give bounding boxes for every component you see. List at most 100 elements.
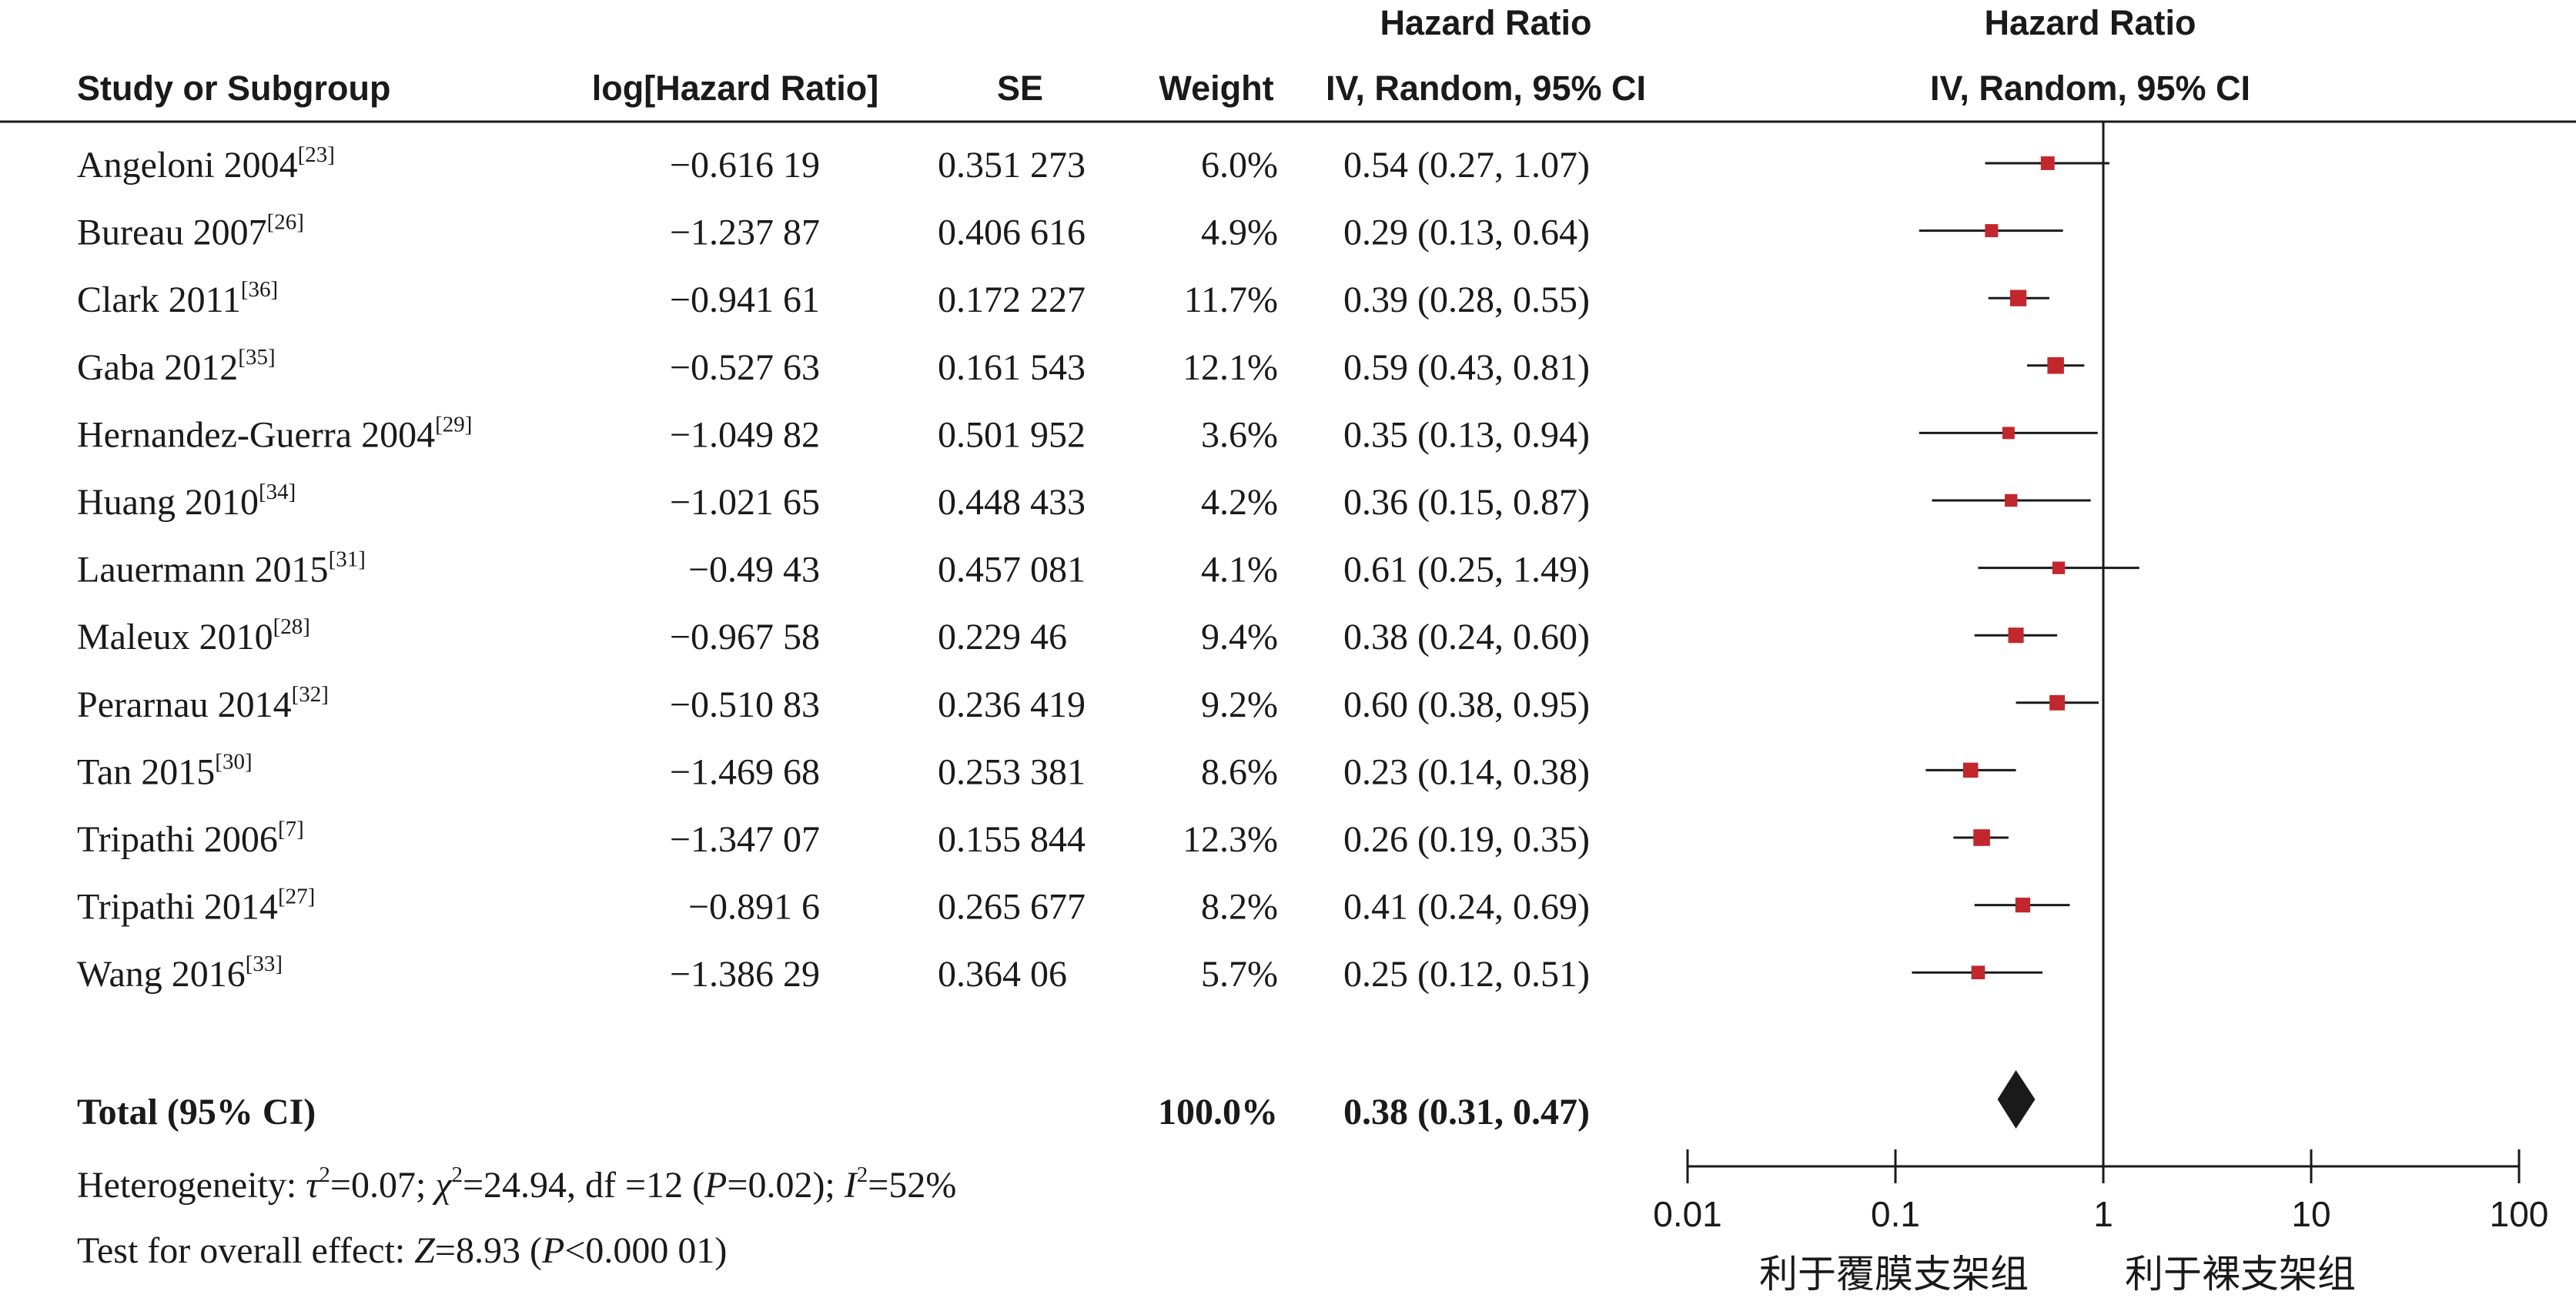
hr-column-title: Hazard Ratio [1380, 3, 1591, 42]
x-tick-label: 100 [2490, 1194, 2549, 1234]
study-loghr: −1.469 68 [670, 751, 820, 792]
study-ci-text: 0.41 (0.24, 0.69) [1343, 887, 1590, 928]
study-se: 0.406 616 [938, 212, 1086, 253]
point-estimate-marker [2002, 427, 2015, 440]
point-estimate-marker [2009, 289, 2027, 306]
point-estimate-marker [1971, 965, 1986, 979]
study-ref: [33] [246, 952, 283, 976]
study-weight: 6.0% [1201, 145, 1278, 186]
study-weight: 12.3% [1183, 819, 1278, 860]
point-estimate-marker [2008, 627, 2024, 644]
study-ci-text: 0.39 (0.28, 0.55) [1343, 279, 1590, 320]
study-ref: [34] [259, 480, 296, 504]
x-axis: 0.01 0.1 1 10 100 [1653, 122, 2548, 1234]
study-ref: [7] [278, 817, 304, 841]
study-loghr: −0.49 43 [688, 550, 820, 590]
point-estimate-marker [2005, 493, 2018, 507]
study-se: 0.236 419 [938, 684, 1086, 725]
study-loghr: −1.386 29 [670, 954, 820, 995]
study-loghr: −1.021 65 [670, 482, 820, 523]
study-ci-text: 0.36 (0.15, 0.87) [1343, 482, 1590, 523]
study-weight: 5.7% [1201, 954, 1278, 995]
plot-marks [1912, 156, 2139, 1129]
point-estimate-marker [2052, 561, 2066, 574]
heterogeneity-text: Heterogeneity: τ2=0.07; χ2=24.94, df =12… [77, 1163, 956, 1206]
study-weight: 11.7% [1184, 279, 1278, 320]
study-se: 0.155 844 [938, 819, 1086, 860]
study-weight: 8.2% [1201, 887, 1278, 928]
study-ref: [32] [292, 682, 329, 707]
study-weight: 9.2% [1201, 684, 1278, 725]
study-loghr: −0.891 6 [688, 887, 820, 928]
study-se: 0.351 273 [938, 145, 1086, 186]
study-loghr: −1.237 87 [670, 212, 820, 253]
total-ci-text: 0.38 (0.31, 0.47) [1343, 1092, 1590, 1132]
x-tick-label: 0.1 [1871, 1194, 1920, 1234]
study-name: Maleux 2010[28] [77, 614, 310, 657]
study-ref: [35] [238, 345, 275, 370]
point-estimate-marker [2049, 694, 2066, 711]
study-ci-text: 0.23 (0.14, 0.38) [1343, 751, 1590, 792]
study-ci-text: 0.26 (0.19, 0.35) [1343, 819, 1590, 860]
study-ci-text: 0.35 (0.13, 0.94) [1343, 414, 1590, 455]
study-se: 0.161 543 [938, 347, 1086, 388]
study-se: 0.457 081 [938, 550, 1086, 590]
study-ref: [26] [267, 210, 304, 235]
study-ref: [27] [278, 885, 315, 909]
study-loghr: −0.510 83 [670, 684, 820, 725]
study-ci-text: 0.60 (0.38, 0.95) [1343, 684, 1590, 725]
plot-method-header: IV, Random, 95% CI [1930, 69, 2250, 108]
study-name: Perarnau 2014[32] [77, 682, 329, 725]
plot-column-title: Hazard Ratio [1984, 3, 2196, 42]
study-ref: [29] [435, 412, 472, 437]
study-weight: 8.6% [1201, 751, 1278, 792]
study-name: Gaba 2012[35] [77, 345, 276, 388]
study-se: 0.172 227 [938, 279, 1086, 320]
study-ci-text: 0.38 (0.24, 0.60) [1343, 617, 1590, 657]
study-weight: 3.6% [1201, 414, 1278, 455]
study-loghr: −1.347 07 [670, 819, 820, 860]
pooled-diamond [1997, 1070, 2036, 1129]
study-name: Tripathi 2006[7] [77, 817, 304, 860]
study-name: Huang 2010[34] [77, 480, 296, 523]
weight-column-header: Weight [1159, 69, 1273, 108]
study-ref: [30] [215, 749, 252, 774]
study-column-header: Study or Subgroup [77, 69, 390, 108]
study-loghr: −0.527 63 [670, 347, 820, 388]
study-se: 0.229 46 [938, 617, 1067, 657]
study-ref: [28] [273, 614, 310, 639]
point-estimate-marker [1985, 224, 1999, 238]
study-name: Tripathi 2014[27] [77, 885, 315, 928]
x-tick-label: 1 [2093, 1194, 2113, 1234]
overall-effect-text: Test for overall effect: Z=8.93 (P<0.000… [77, 1230, 727, 1271]
study-ref: [23] [298, 142, 335, 167]
study-name: Tan 2015[30] [77, 749, 253, 792]
study-name: Lauermann 2015[31] [77, 547, 366, 590]
study-name: Hernandez-Guerra 2004[29] [77, 412, 472, 455]
favours-right-label: 利于裸支架组 [2125, 1252, 2356, 1294]
study-ci-text: 0.59 (0.43, 0.81) [1343, 347, 1590, 388]
point-estimate-marker [2047, 357, 2064, 374]
study-ci-text: 0.54 (0.27, 1.07) [1343, 145, 1590, 186]
favours-left-label: 利于覆膜支架组 [1759, 1252, 2029, 1294]
study-se: 0.448 433 [938, 482, 1086, 523]
hr-method-header: IV, Random, 95% CI [1326, 69, 1646, 108]
point-estimate-marker [2040, 156, 2055, 170]
x-tick-label: 10 [2291, 1194, 2330, 1234]
study-weight: 9.4% [1201, 617, 1278, 657]
study-weight: 4.9% [1201, 212, 1278, 253]
study-loghr: −1.049 82 [670, 414, 820, 455]
se-column-header: SE [997, 69, 1043, 108]
study-name: Clark 2011[36] [77, 277, 278, 320]
loghr-column-header: log[Hazard Ratio] [592, 69, 879, 108]
study-se: 0.364 06 [938, 954, 1067, 995]
point-estimate-marker [1962, 762, 1979, 778]
study-weight: 12.1% [1183, 347, 1278, 388]
study-ci-text: 0.25 (0.12, 0.51) [1343, 954, 1590, 995]
total-weight: 100.0% [1158, 1092, 1278, 1132]
study-se: 0.253 381 [938, 751, 1086, 792]
study-weight: 4.1% [1201, 550, 1278, 590]
study-ref: [31] [329, 547, 366, 572]
